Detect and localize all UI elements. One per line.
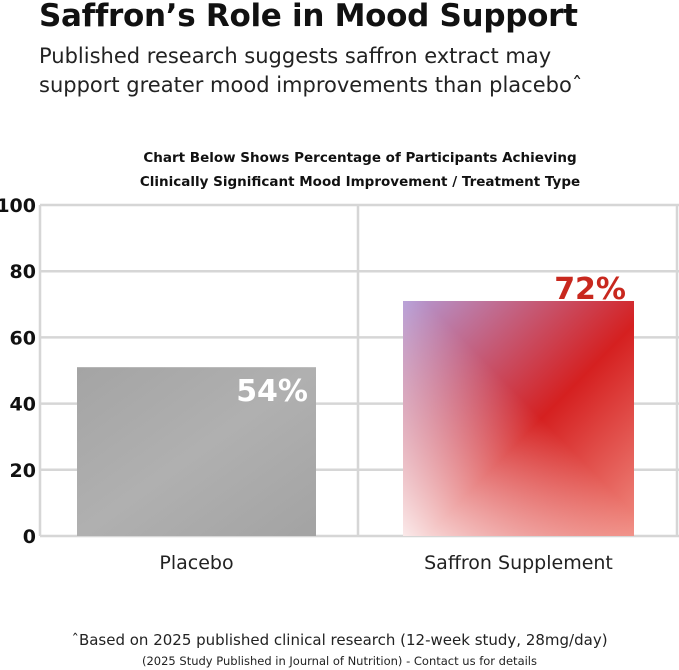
y-tick-label: 80 — [10, 261, 36, 283]
footnote: ˆBased on 2025 published clinical resear… — [71, 631, 608, 649]
chart-title-line-2: Clinically Significant Mood Improvement … — [139, 174, 581, 190]
bar-placebo — [77, 367, 316, 536]
y-tick-label: 0 — [23, 526, 36, 548]
y-tick-label: 100 — [0, 195, 36, 217]
chart-title: Chart Below Shows Percentage of Particip… — [40, 146, 679, 194]
chart-title-line-1: Chart Below Shows Percentage of Particip… — [143, 150, 577, 166]
data-label: 72% — [554, 272, 626, 307]
page-subtitle: Published research suggests saffron extr… — [39, 42, 659, 100]
subtitle-line-1: Published research suggests saffron extr… — [39, 44, 552, 68]
page-title: Saffron’s Role in Mood Support — [39, 0, 578, 34]
footnote-source: (2025 Study Published in Journal of Nutr… — [141, 654, 537, 668]
y-tick-label: 60 — [10, 327, 36, 349]
y-tick-label: 40 — [10, 394, 36, 416]
subtitle-line-2: support greater mood improvements than p… — [39, 73, 583, 97]
bar-saffron-highlight — [403, 300, 634, 536]
data-label: 54% — [236, 374, 308, 409]
x-category-label: Placebo — [159, 552, 233, 574]
x-category-label: Saffron Supplement — [424, 552, 613, 574]
y-tick-label: 20 — [10, 460, 36, 482]
